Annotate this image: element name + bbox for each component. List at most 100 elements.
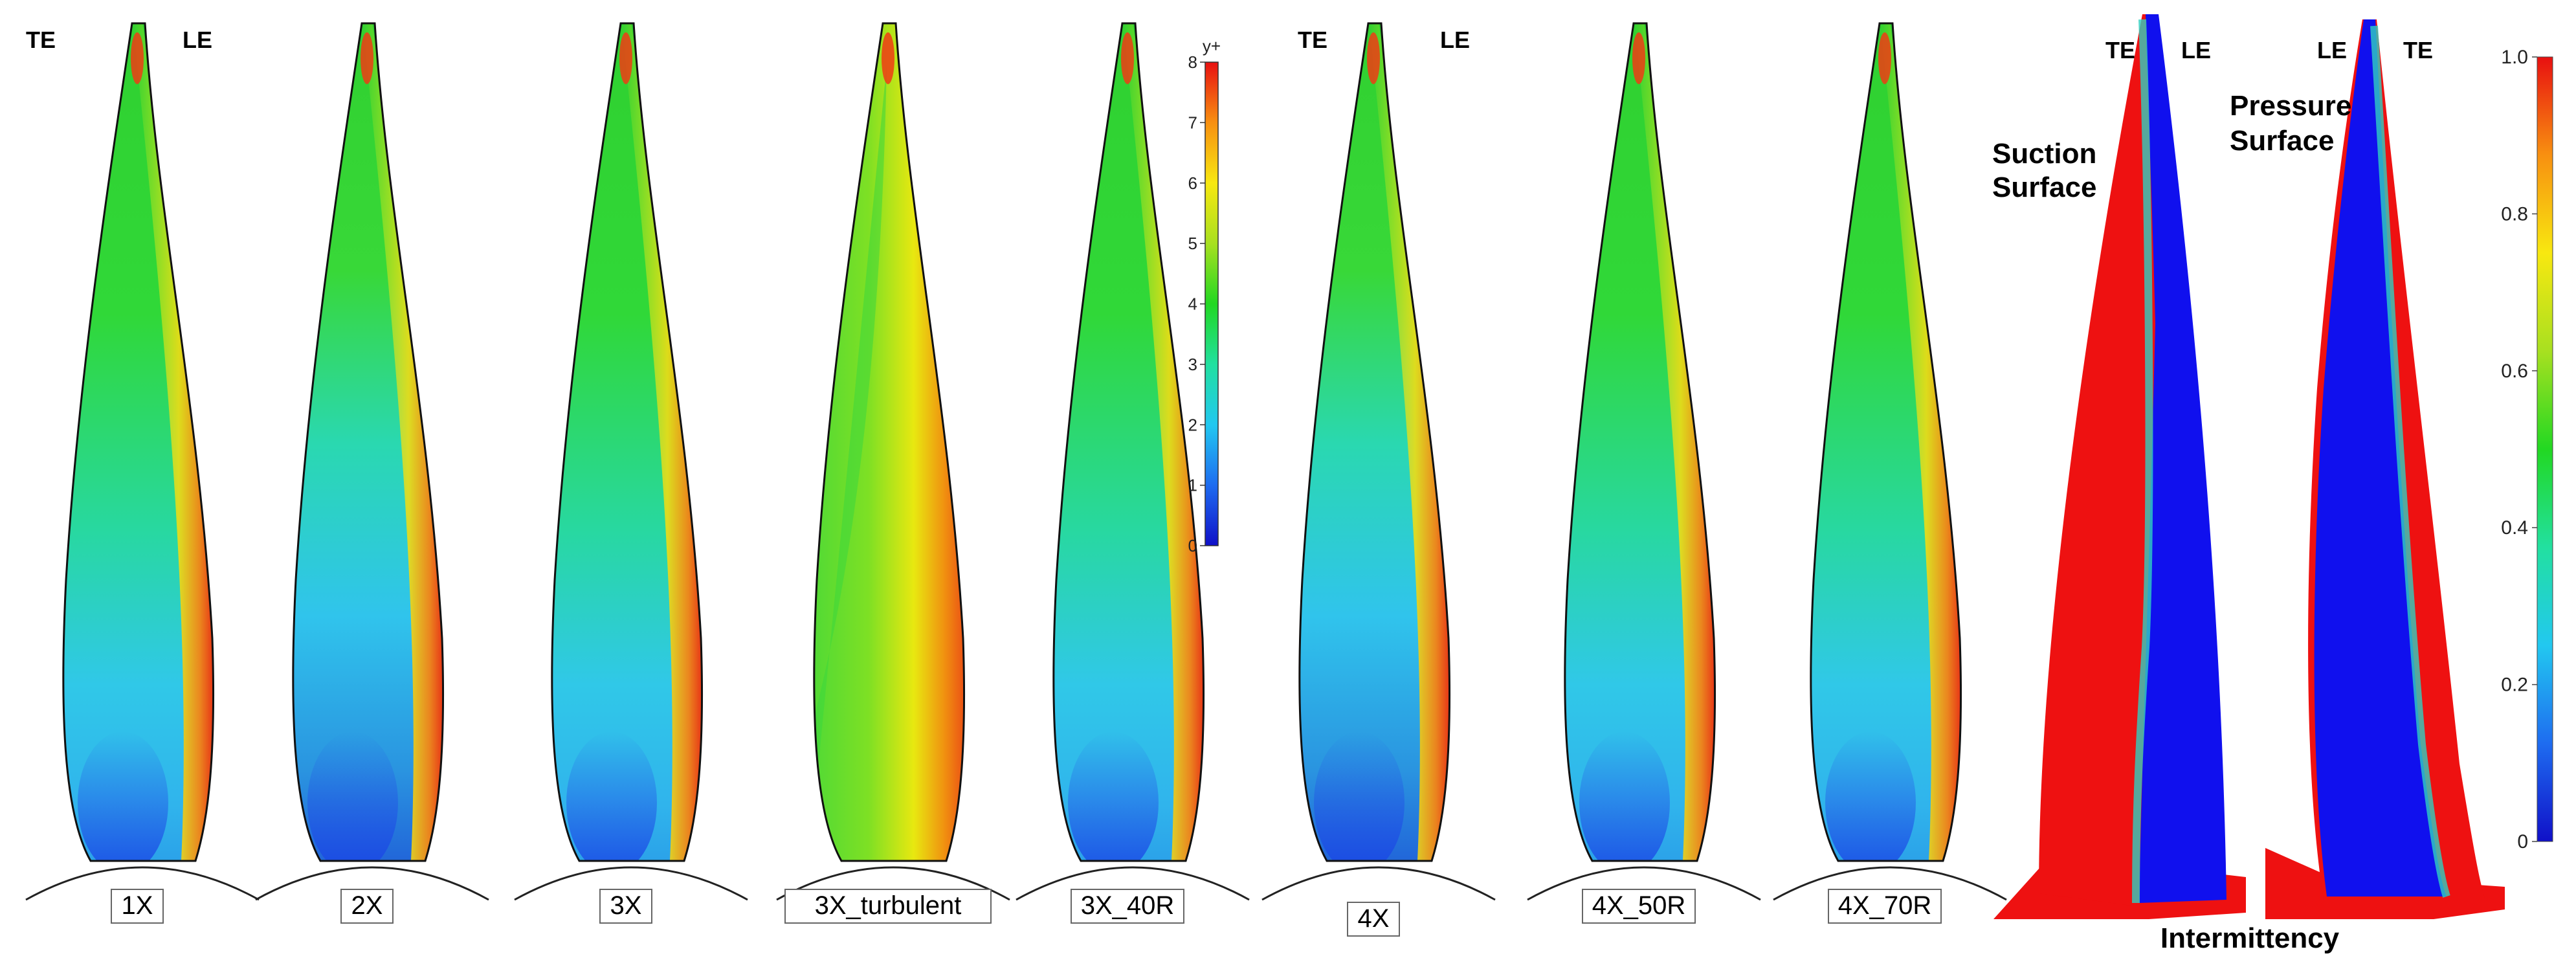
leading-edge-band bbox=[1123, 23, 1204, 861]
intermittency-tick-label: 0.8 bbox=[2501, 203, 2528, 225]
leading-edge-label: LE bbox=[183, 27, 212, 53]
suction-te-label: TE bbox=[2105, 37, 2135, 63]
pressure-surface-label: Surface bbox=[2230, 125, 2334, 157]
tip-hot-spot bbox=[1367, 32, 1380, 84]
blade-4x: 4X bbox=[1261, 22, 1496, 937]
blade-3x: 3X bbox=[514, 22, 748, 924]
pressure-le-label: LE bbox=[2317, 37, 2347, 63]
intermittency-tick-label: 0.2 bbox=[2501, 674, 2528, 696]
yplus-tick-label: 5 bbox=[1188, 234, 1197, 253]
case-label: 4X_70R bbox=[1838, 891, 1932, 920]
hub-arc bbox=[1261, 866, 1496, 901]
blade-outline bbox=[551, 22, 704, 862]
yplus-colorbar-title: y+ bbox=[1203, 36, 1221, 56]
tip-hot-spot bbox=[361, 32, 373, 84]
root-low-region bbox=[1825, 731, 1916, 861]
case-label-box bbox=[599, 889, 652, 924]
case-label-box bbox=[111, 889, 164, 924]
blade-outline bbox=[62, 22, 215, 862]
case-label: 4X bbox=[1358, 904, 1390, 933]
yplus-tick-label: 0 bbox=[1188, 536, 1197, 555]
yplus-tick-label: 7 bbox=[1188, 113, 1197, 132]
hub-arc bbox=[1016, 866, 1250, 901]
case-label-box bbox=[1582, 889, 1696, 924]
yplus-tick-label: 4 bbox=[1188, 295, 1197, 314]
case-label: 3X bbox=[610, 891, 642, 920]
case-label: 3X_turbulent bbox=[815, 891, 962, 920]
intermittency-tick-label: 0.6 bbox=[2501, 361, 2528, 382]
pressure-transition-line bbox=[2370, 25, 2450, 898]
root-low-region bbox=[78, 731, 168, 861]
intermittency-colorbar-strip bbox=[2537, 56, 2553, 842]
yplus-colorbar: y+ 0 1 2 3 4 5 6 7 8 bbox=[1188, 36, 1221, 555]
leading-edge-label: LE bbox=[1440, 27, 1470, 53]
yplus-tick-label: 1 bbox=[1188, 476, 1197, 495]
intermittency-title: Intermittency bbox=[2160, 922, 2340, 954]
hub-arc bbox=[1527, 866, 1761, 901]
intermittency-colorbar: 0 0.2 0.4 0.6 0.8 1.0 bbox=[2501, 47, 2553, 852]
blade-outline bbox=[813, 22, 966, 862]
root-low-region bbox=[1314, 731, 1405, 861]
tip-hot-spot bbox=[619, 32, 632, 84]
hub-arc bbox=[25, 866, 260, 901]
blade-outline bbox=[1810, 22, 1962, 862]
case-label-box bbox=[340, 889, 394, 924]
blade-outline bbox=[292, 22, 445, 862]
root-low-region bbox=[1068, 731, 1159, 861]
suction-surface-label: Suction bbox=[1992, 138, 2096, 170]
trailing-edge-label: TE bbox=[26, 27, 56, 53]
leading-edge-band bbox=[1634, 23, 1715, 861]
blade-field bbox=[814, 23, 964, 861]
case-label-box bbox=[1071, 889, 1184, 924]
blade-outline bbox=[1298, 22, 1451, 862]
suction-le-label: LE bbox=[2181, 37, 2211, 63]
leading-edge-band bbox=[621, 23, 702, 861]
case-label: 1X bbox=[122, 891, 153, 920]
intermittency-tick-label: 0 bbox=[2517, 831, 2528, 852]
case-label-box bbox=[784, 889, 992, 924]
case-label: 4X_50R bbox=[1592, 891, 1686, 920]
yplus-tick-label: 6 bbox=[1188, 173, 1197, 193]
leading-edge-band bbox=[133, 23, 214, 861]
tip-hot-spot bbox=[882, 32, 894, 84]
trailing-side-field bbox=[814, 65, 887, 861]
case-label: 3X_40R bbox=[1081, 891, 1175, 920]
intermittency-tick-label: 0.4 bbox=[2501, 517, 2528, 539]
yplus-tick-label: 8 bbox=[1188, 52, 1197, 72]
case-label: 2X bbox=[351, 891, 383, 920]
tip-hot-spot bbox=[1121, 32, 1134, 84]
tip-hot-spot bbox=[131, 32, 144, 84]
tip-hot-spot bbox=[1632, 32, 1645, 84]
root-low-region bbox=[566, 731, 657, 861]
intermittency-panel: TE LE LE TESuctionSurfacePressureSurfaceInt… bbox=[1992, 14, 2505, 954]
hub-arc bbox=[776, 866, 1010, 901]
blade-3x-turbulent: 3X_turbulent bbox=[776, 22, 1010, 924]
blade-outline bbox=[1564, 22, 1716, 862]
pressure-surface-label: Pressure bbox=[2230, 90, 2351, 122]
yplus-colorbar-strip bbox=[1205, 61, 1219, 546]
leading-edge-band bbox=[362, 23, 443, 861]
intermittency-tick-label: 1.0 bbox=[2501, 47, 2528, 68]
yplus-tick-label: 2 bbox=[1188, 415, 1197, 434]
blade-outline bbox=[1052, 22, 1205, 862]
yplus-tick-label: 3 bbox=[1188, 355, 1197, 374]
root-low-region bbox=[1579, 731, 1670, 861]
tip-hot-spot bbox=[1878, 32, 1891, 84]
hub-arc bbox=[255, 866, 489, 901]
blade-1x: 1X bbox=[25, 22, 260, 924]
suction-transition-line bbox=[2132, 19, 2153, 904]
suction-blade-laminar bbox=[2139, 14, 2226, 903]
case-label-box bbox=[1347, 902, 1400, 937]
leading-edge-band bbox=[1880, 23, 1961, 861]
blade-4x-70r: 4X_70R bbox=[1773, 22, 2007, 924]
suction-surface-label: Surface bbox=[1992, 172, 2096, 203]
trailing-edge-label: TE bbox=[1298, 27, 1327, 53]
hub-arc bbox=[1773, 866, 2007, 901]
blade-4x-50r: 4X_50R bbox=[1527, 22, 1761, 924]
root-low-region bbox=[307, 731, 398, 861]
hub-arc bbox=[514, 866, 748, 901]
blade-edge-labels: TE LE TE LE bbox=[26, 27, 1470, 53]
blade-2x: 2X bbox=[255, 22, 489, 924]
leading-edge-band bbox=[1369, 23, 1450, 861]
pressure-te-label: TE bbox=[2403, 37, 2433, 63]
